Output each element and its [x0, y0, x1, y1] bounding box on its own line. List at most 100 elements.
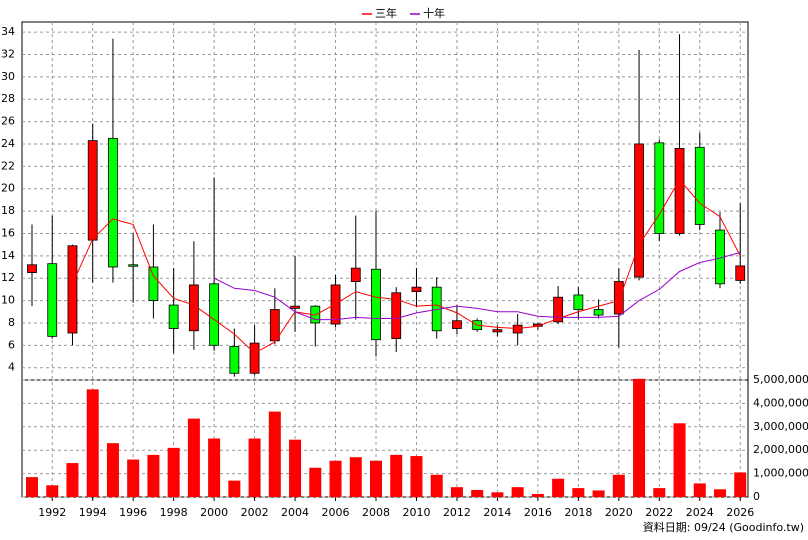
- x-tick-label: 2018: [564, 506, 592, 519]
- x-tick-label: 2008: [362, 506, 390, 519]
- x-tick-label: 1998: [160, 506, 188, 519]
- y-tick-label: 20: [1, 182, 15, 195]
- y-tick-label: 4: [8, 361, 15, 374]
- legend-label: 十年: [423, 6, 445, 20]
- candle-body: [108, 137, 118, 268]
- x-tick-label: 2014: [483, 506, 511, 519]
- candle-body: [229, 346, 240, 374]
- volume-bar: [147, 454, 160, 497]
- x-tick-label: 1996: [119, 506, 147, 519]
- candle-body: [67, 245, 78, 334]
- y-tick-label: 18: [1, 204, 15, 217]
- candle-body: [148, 266, 159, 301]
- y-tick-label: 30: [1, 70, 15, 83]
- volume-bar: [86, 389, 99, 497]
- y2-tick-label: 5,000,000: [753, 373, 808, 386]
- candle-body: [674, 148, 685, 234]
- x-tick-label: 2016: [524, 506, 552, 519]
- volume-bar: [106, 443, 119, 497]
- volume-bar: [390, 454, 403, 497]
- volume-bar: [491, 492, 504, 497]
- volume-bar: [329, 460, 342, 497]
- candle-body: [290, 305, 300, 309]
- candle-body: [391, 292, 402, 340]
- x-tick-label: 2004: [281, 506, 309, 519]
- volume-bar: [46, 485, 59, 497]
- source-note: 資料日期: 09/24 (Goodinfo.tw): [643, 520, 804, 534]
- volume-bar: [653, 488, 666, 497]
- y2-tick-label: 1,000,000: [753, 467, 808, 480]
- volume-bar: [592, 490, 605, 497]
- x-tick-label: 1994: [79, 506, 107, 519]
- volume-bar: [309, 467, 322, 497]
- volume-bar: [673, 423, 686, 497]
- volume-bar: [187, 418, 200, 497]
- y-tick-label: 26: [1, 115, 15, 128]
- y-tick-label: 22: [1, 159, 15, 172]
- candle-body: [593, 309, 604, 316]
- volume-bar: [612, 474, 625, 497]
- candle-body: [371, 268, 381, 341]
- y-tick-label: 10: [1, 294, 15, 307]
- y2-tick-label: 0: [753, 490, 760, 503]
- volume-bar: [228, 480, 241, 497]
- x-tick-label: 2026: [726, 506, 754, 519]
- candle-body: [128, 264, 139, 267]
- candle-body: [209, 283, 220, 346]
- x-tick-label: 1992: [38, 506, 66, 519]
- candle-body: [492, 329, 503, 333]
- x-tick-label: 2022: [645, 506, 673, 519]
- ma-line: [213, 251, 741, 321]
- volume-bar: [268, 411, 281, 497]
- candle-body: [512, 324, 523, 334]
- legend-label: 三年: [375, 6, 397, 20]
- x-tick-label: 2010: [402, 506, 430, 519]
- y-tick-label: 32: [1, 47, 15, 60]
- candle-body: [47, 263, 58, 337]
- volume-bar: [714, 489, 726, 497]
- candle-body: [27, 264, 37, 273]
- volume-bar: [349, 457, 362, 497]
- volume-bar: [552, 478, 565, 497]
- volume-bar: [370, 460, 382, 497]
- y-tick-label: 16: [1, 226, 15, 239]
- candle-body: [350, 267, 361, 282]
- x-tick-label: 2002: [241, 506, 269, 519]
- candle-body: [411, 286, 422, 293]
- candle-body: [735, 265, 746, 281]
- x-tick-label: 2000: [200, 506, 228, 519]
- y-tick-label: 24: [1, 137, 15, 150]
- x-tick-label: 2020: [605, 506, 633, 519]
- candle-body: [553, 296, 564, 323]
- candle-body: [87, 140, 98, 241]
- volume-bar: [248, 438, 261, 497]
- volume-bar: [734, 472, 747, 497]
- ma-line: [72, 178, 741, 354]
- candle-body: [694, 146, 705, 225]
- candle-body: [249, 342, 260, 374]
- volume-bar: [531, 493, 544, 497]
- y-tick-label: 8: [8, 316, 15, 329]
- volume-bar: [693, 483, 706, 497]
- volume-bar: [167, 447, 180, 497]
- volume-bar: [450, 487, 463, 497]
- volume-bar: [572, 488, 585, 497]
- candle-body: [269, 309, 280, 342]
- x-tick-label: 2012: [443, 506, 471, 519]
- volume-bar: [66, 463, 79, 497]
- candle-body: [634, 143, 644, 278]
- y-tick-label: 28: [1, 92, 15, 105]
- volume-bar: [633, 378, 646, 497]
- candle-body: [613, 281, 624, 315]
- volume-bar: [26, 477, 38, 497]
- x-tick-label: 2024: [686, 506, 714, 519]
- y2-tick-label: 3,000,000: [753, 420, 808, 433]
- volume-bar: [127, 459, 140, 497]
- volume-bar: [289, 439, 302, 497]
- volume-bar: [410, 456, 423, 497]
- volume-bar: [511, 487, 524, 497]
- candle-body: [168, 304, 179, 329]
- x-tick-label: 2006: [322, 506, 350, 519]
